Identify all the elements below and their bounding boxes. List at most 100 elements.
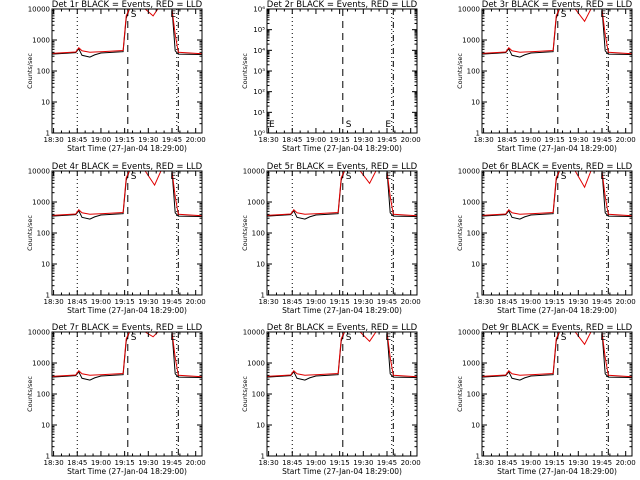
x-tick-label: 19:30 [138,459,158,467]
y-tick-label: 1 [476,130,480,138]
start-marker-label: S [346,172,352,182]
y-tick-label: 1000 [462,37,480,45]
y-tick-label: 100 [467,68,480,76]
y-tick-label: 1 [46,130,50,138]
start-marker-label: S [561,10,567,20]
y-tick-label: 10000 [458,168,480,176]
events-series-line [52,9,202,58]
end-marker-label: E [170,172,176,182]
y-tick-label: 10⁴ [253,47,265,55]
y-tick-label: 10000 [458,329,480,337]
y-axis-label: Counts/sec [241,215,249,251]
x-tick-label: 18:45 [282,459,302,467]
x-tick-label: 19:45 [377,298,397,306]
x-tick-label: 19:45 [592,136,612,144]
events-series-line [52,332,202,381]
lld-series-line [52,9,202,55]
end-marker-label: E [385,333,391,343]
x-tick-label: 19:15 [115,136,135,144]
y-tick-label: 10000 [28,168,50,176]
events-series-line [482,9,632,58]
y-tick-label: 1000 [32,199,50,207]
start-marker-label: S [561,333,567,343]
y-tick-label: 10000 [243,168,265,176]
y-axis-label: Counts/sec [26,215,34,251]
y-tick-label: 10 [471,99,480,107]
events-series-line [482,332,632,381]
end-marker-label: E [385,172,391,182]
y-tick-label: 1 [46,453,50,461]
x-tick-label: 19:45 [592,298,612,306]
panel-title: Det 1r BLACK = Events, RED = LLD [52,0,203,10]
x-tick-label: 20:00 [401,298,421,306]
panel-title: Det 9r BLACK = Events, RED = LLD [482,323,633,333]
start-marker-label: S [131,10,137,20]
x-tick-label: 19:45 [162,298,182,306]
x-tick-label: 18:30 [473,298,493,306]
y-tick-label: 10 [41,261,50,269]
lld-series-line [482,332,632,378]
x-tick-label: 18:45 [67,136,87,144]
y-tick-label: 100 [252,230,265,238]
y-tick-label: 1000 [462,360,480,368]
x-tick-label: 19:30 [353,136,373,144]
x-tick-label: 19:15 [115,298,135,306]
y-tick-label: 10⁶ [253,6,265,14]
x-tick-label: 20:00 [401,459,421,467]
x-tick-label: 19:00 [306,136,326,144]
y-axis-label: Counts/sec [26,376,34,412]
lld-series-line [52,171,202,217]
x-tick-label: 19:00 [521,136,541,144]
plot-frame [481,331,633,457]
x-tick-label: 19:45 [162,136,182,144]
x-tick-label: 19:15 [545,298,565,306]
y-tick-label: 1 [46,292,50,300]
x-tick-label: 18:30 [473,459,493,467]
y-axis-label: Counts/sec [26,53,34,89]
start-marker-label: S [346,120,352,130]
x-axis-label: Start Time (27-Jan-04 18:29:00) [67,144,187,153]
x-tick-label: 19:30 [568,459,588,467]
plot-frame [266,8,418,134]
plot-frame [266,170,418,296]
y-tick-label: 10 [471,261,480,269]
x-tick-label: 19:30 [353,298,373,306]
y-tick-label: 1 [261,453,265,461]
y-tick-label: 10000 [28,329,50,337]
x-tick-label: 18:45 [497,298,517,306]
x-axis-label: Start Time (27-Jan-04 18:29:00) [497,306,617,315]
y-tick-label: 1 [476,292,480,300]
x-tick-label: 19:00 [521,298,541,306]
plot-frame [481,8,633,134]
x-tick-label: 20:00 [186,459,206,467]
y-tick-label: 100 [467,391,480,399]
panel-title: Det 7r BLACK = Events, RED = LLD [52,323,203,333]
x-tick-label: 18:30 [43,136,63,144]
y-tick-label: 10000 [458,6,480,14]
panel-title: Det 8r BLACK = Events, RED = LLD [267,323,418,333]
start-marker-label: S [561,172,567,182]
x-axis-label: Start Time (27-Jan-04 18:29:00) [67,467,187,476]
y-tick-label: 1000 [462,199,480,207]
x-tick-label: 19:00 [521,459,541,467]
y-axis-label: Counts/sec [456,376,464,412]
x-tick-label: 18:30 [258,459,278,467]
panel-title: Det 6r BLACK = Events, RED = LLD [482,162,633,172]
x-axis-label: Start Time (27-Jan-04 18:29:00) [67,306,187,315]
start-marker-label: E [269,120,275,130]
y-tick-label: 1000 [247,360,265,368]
x-tick-label: 18:45 [282,298,302,306]
x-axis-label: Start Time (27-Jan-04 18:29:00) [282,144,402,153]
x-tick-label: 19:00 [91,298,111,306]
events-series-line [52,171,202,220]
x-tick-label: 19:30 [138,298,158,306]
events-series-line [482,171,632,220]
start-marker-label: S [131,172,137,182]
detector-panel-2: Det 2r BLACK = Events, RED = LLD S E E 10⁰ 10… [241,0,421,153]
x-tick-label: 18:30 [258,298,278,306]
x-tick-label: 20:00 [616,136,636,144]
y-tick-label: 10² [253,88,265,96]
x-tick-label: 19:00 [91,136,111,144]
